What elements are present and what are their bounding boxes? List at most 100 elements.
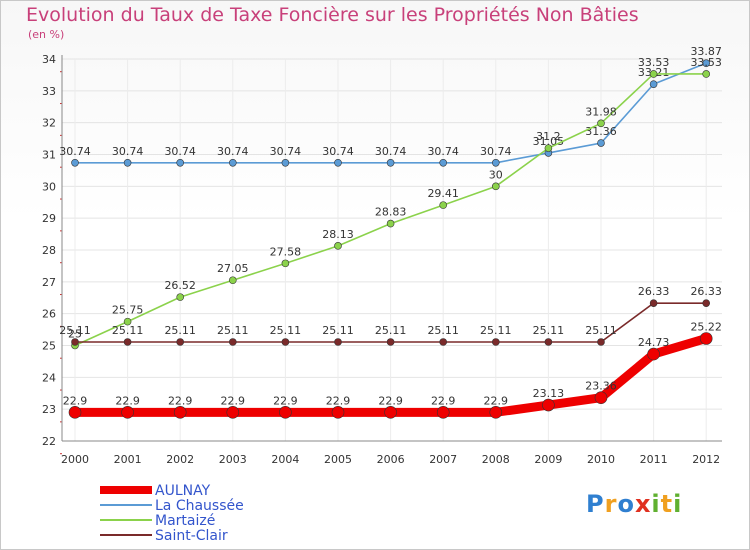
data-label: 33.87 [690, 45, 722, 58]
data-label: 33.53 [638, 56, 670, 69]
data-label: 27.05 [217, 262, 249, 275]
data-label: 30 [489, 168, 503, 181]
logo-letter: x [634, 490, 652, 518]
legend-label: Saint-Clair [155, 528, 228, 544]
data-label: 25.11 [585, 324, 617, 337]
data-point [121, 406, 134, 419]
proxiti-logo: Proxiti [586, 490, 682, 518]
data-label: 25.11 [59, 324, 91, 337]
data-label: 25.11 [533, 324, 565, 337]
data-point [176, 293, 184, 301]
chart-title: Evolution du Taux de Taxe Foncière sur l… [26, 4, 639, 26]
y-tick-label: 28 [42, 244, 56, 257]
data-label: 25.11 [164, 324, 196, 337]
data-label: 26.33 [638, 285, 670, 298]
data-point [123, 338, 132, 346]
data-point [439, 338, 448, 346]
data-label: 30.74 [480, 145, 512, 158]
data-point [71, 158, 79, 167]
x-tick-label: 2003 [219, 453, 247, 466]
x-tick-label: 2007 [429, 453, 457, 466]
data-label: 26.33 [690, 285, 722, 298]
y-tick-label: 29 [42, 212, 56, 225]
data-label: 22.9 [115, 394, 140, 407]
data-point [649, 70, 658, 78]
y-tick-label: 33 [42, 85, 56, 98]
data-point [439, 158, 448, 167]
logo-letter: i [673, 490, 683, 518]
legend-label: AULNAY [155, 483, 211, 499]
data-point [334, 338, 342, 346]
data-label: 30.74 [59, 145, 91, 158]
data-point [173, 406, 187, 419]
y-tick-label: 24 [42, 371, 56, 384]
data-point [386, 338, 395, 346]
y-tick-label: 31 [42, 149, 56, 162]
data-point [281, 259, 290, 268]
data-point [702, 299, 711, 307]
data-label: 25.11 [270, 324, 302, 337]
y-tick-label: 25 [42, 340, 56, 353]
data-point [649, 80, 658, 88]
y-tick-label: 22 [42, 435, 56, 448]
data-label: 30.74 [164, 145, 196, 158]
data-label: 26.52 [164, 279, 196, 292]
logo-letter: t [660, 490, 674, 518]
data-label: 31.2 [536, 130, 561, 143]
data-label: 24.73 [638, 336, 670, 349]
data-label: 27.58 [270, 245, 302, 258]
data-label: 25.11 [217, 324, 249, 337]
data-point [176, 158, 184, 167]
data-label: 23.36 [585, 380, 617, 393]
data-label: 22.9 [168, 394, 193, 407]
data-label: 33.53 [690, 56, 722, 69]
data-label: 28.83 [375, 206, 407, 219]
data-label: 30.74 [427, 145, 459, 158]
x-tick-label: 2002 [166, 453, 194, 466]
data-point [281, 338, 290, 346]
data-point [544, 338, 553, 346]
data-label: 22.9 [273, 394, 298, 407]
logo-letter: i [651, 490, 661, 518]
logo-letter: r [604, 490, 618, 518]
y-tick-label: 30 [42, 180, 56, 193]
data-point [226, 406, 240, 419]
data-point [334, 242, 342, 250]
x-tick-label: 2001 [114, 453, 142, 466]
data-point [229, 276, 237, 285]
data-point [544, 144, 553, 152]
data-label: 22.9 [431, 394, 456, 407]
data-point [542, 398, 555, 412]
data-point [334, 158, 342, 167]
data-label: 22.9 [63, 394, 88, 407]
data-point [491, 182, 500, 191]
x-tick-label: 2005 [324, 453, 352, 466]
data-point [699, 332, 713, 345]
data-point [649, 299, 658, 307]
data-label: 25.22 [690, 320, 722, 333]
data-point [594, 391, 608, 405]
y-axis-unit-label: (en %) [28, 28, 65, 41]
data-point [597, 338, 605, 346]
logo-letter: o [617, 490, 635, 518]
x-tick-label: 2000 [61, 453, 89, 466]
data-point [436, 406, 450, 419]
legend-label: La Chaussée [155, 498, 244, 514]
data-point [229, 338, 237, 346]
data-label: 30.74 [322, 145, 354, 158]
data-point [331, 406, 345, 419]
data-label: 30.74 [375, 145, 407, 158]
data-point [176, 338, 184, 346]
data-point [491, 158, 500, 167]
data-label: 30.74 [112, 145, 144, 158]
data-label: 23.13 [533, 387, 565, 400]
data-label: 28.13 [322, 228, 354, 241]
legend-label: Martaizé [155, 513, 215, 529]
data-label: 25.11 [322, 324, 354, 337]
data-point [123, 317, 132, 326]
y-tick-label: 26 [42, 308, 56, 321]
x-tick-label: 2008 [482, 453, 510, 466]
data-label: 30.74 [270, 145, 302, 158]
